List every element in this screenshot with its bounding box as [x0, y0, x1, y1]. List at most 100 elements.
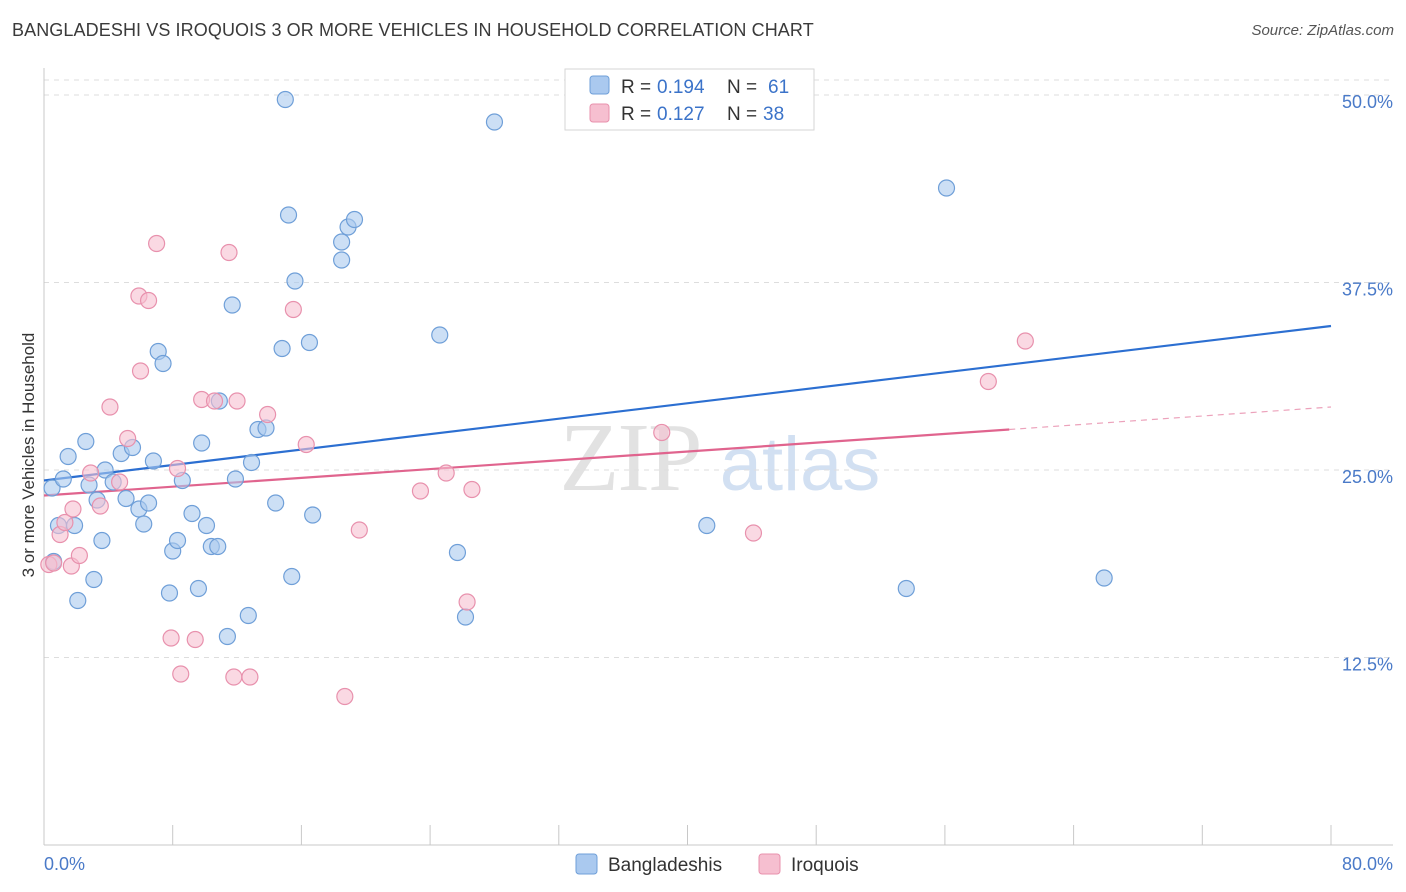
x-tick-label-1: 80.0%	[1342, 854, 1393, 874]
point-iroquois-25	[241, 668, 259, 686]
source-credit: Source: ZipAtlas.com	[1251, 22, 1394, 39]
point-iroquois-21	[205, 392, 224, 410]
y-tick-label-0: 12.5%	[1342, 655, 1393, 675]
point-iroquois-26	[259, 405, 277, 424]
point-iroquois-16	[162, 629, 180, 647]
point-iroquois-23	[225, 668, 243, 686]
point-bangladeshis-54	[448, 543, 467, 562]
trendline-extension-iroquois	[1009, 406, 1332, 431]
point-bangladeshis-28	[189, 579, 208, 598]
point-iroquois-35	[653, 423, 671, 442]
bottom-legend-swatch-bangladeshis	[575, 853, 598, 875]
point-iroquois-34	[463, 480, 481, 499]
point-iroquois-6	[70, 546, 88, 565]
point-bangladeshis-55	[456, 608, 475, 626]
legend-n-label-2: N =	[727, 104, 757, 125]
point-bangladeshis-50	[333, 251, 351, 269]
point-bangladeshis-22	[154, 354, 172, 373]
point-bangladeshis-59	[937, 179, 956, 197]
point-bangladeshis-49	[333, 233, 351, 251]
data-points	[40, 90, 1113, 706]
point-bangladeshis-52	[345, 210, 364, 229]
point-iroquois-22	[220, 243, 238, 262]
point-bangladeshis-37	[239, 606, 257, 625]
bottom-legend: Bangladeshis Iroquois	[575, 853, 859, 876]
point-bangladeshis-25	[168, 531, 187, 550]
point-iroquois-32	[437, 464, 455, 482]
point-iroquois-10	[111, 473, 129, 491]
legend-n-value-2: 38	[763, 104, 784, 125]
point-bangladeshis-45	[283, 567, 301, 586]
point-iroquois-24	[228, 392, 246, 410]
point-iroquois-1	[45, 554, 63, 572]
point-bangladeshis-46	[286, 272, 304, 290]
point-iroquois-5	[64, 500, 82, 518]
bottom-legend-label-iroquois: Iroquois	[791, 855, 859, 876]
point-iroquois-9	[101, 398, 119, 416]
point-iroquois-3	[56, 513, 74, 532]
point-bangladeshis-11	[93, 531, 111, 550]
y-axis-title: 3 or more Vehicles in Household	[19, 333, 38, 578]
point-bangladeshis-57	[698, 516, 716, 535]
point-bangladeshis-32	[209, 537, 227, 556]
gridlines	[44, 79, 1393, 658]
point-iroquois-30	[350, 521, 368, 539]
point-bangladeshis-30	[197, 516, 216, 535]
point-bangladeshis-19	[139, 494, 158, 512]
legend-swatch-iroquois	[589, 103, 610, 123]
legend-r-label-1: R =	[621, 77, 651, 98]
point-bangladeshis-53	[431, 326, 449, 344]
legend-r-value-2: 0.127	[657, 104, 705, 125]
point-bangladeshis-29	[193, 434, 211, 452]
x-tick-label-0: 0.0%	[44, 854, 85, 874]
point-iroquois-15	[148, 234, 166, 253]
point-bangladeshis-6	[69, 591, 87, 610]
point-bangladeshis-23	[160, 584, 179, 602]
trendline-iroquois	[43, 428, 1010, 497]
point-iroquois-18	[172, 665, 190, 683]
point-bangladeshis-7	[77, 432, 95, 451]
legend-r-value-1: 0.194	[657, 77, 705, 98]
point-iroquois-33	[458, 593, 476, 611]
point-iroquois-29	[336, 687, 354, 706]
legend-swatch-bangladeshis	[589, 75, 610, 95]
point-bangladeshis-36	[226, 470, 245, 488]
point-bangladeshis-58	[897, 579, 915, 598]
tick-labels: 12.5% 25.0% 37.5% 50.0% 0.0% 80.0%	[44, 92, 1393, 874]
point-bangladeshis-18	[135, 515, 153, 533]
point-iroquois-19	[186, 630, 204, 649]
y-tick-label-1: 25.0%	[1342, 467, 1393, 487]
point-bangladeshis-43	[276, 90, 294, 109]
legend-n-label-1: N =	[727, 77, 757, 98]
point-iroquois-7	[82, 464, 100, 482]
point-iroquois-11	[119, 429, 137, 448]
point-bangladeshis-3	[54, 470, 72, 488]
point-iroquois-31	[411, 482, 430, 500]
y-tick-label-3: 50.0%	[1342, 92, 1393, 112]
point-bangladeshis-35	[223, 296, 241, 314]
point-bangladeshis-41	[267, 494, 285, 512]
point-iroquois-13	[131, 362, 150, 380]
point-bangladeshis-34	[218, 627, 236, 646]
bottom-legend-label-bangladeshis: Bangladeshis	[608, 855, 722, 876]
point-iroquois-37	[979, 372, 997, 391]
point-bangladeshis-4	[59, 447, 77, 466]
legend-r-label-2: R =	[621, 104, 651, 125]
point-bangladeshis-27	[183, 504, 201, 523]
point-iroquois-14	[139, 291, 158, 310]
axes	[43, 68, 1393, 846]
point-iroquois-38	[1016, 332, 1034, 350]
point-bangladeshis-47	[300, 333, 319, 352]
point-iroquois-27	[284, 300, 302, 319]
watermark-atlas: atlas	[720, 422, 881, 507]
point-bangladeshis-48	[304, 506, 322, 524]
point-bangladeshis-0	[43, 479, 61, 497]
chart-title: BANGLADESHI VS IROQUOIS 3 OR MORE VEHICL…	[12, 20, 814, 40]
point-iroquois-17	[168, 459, 187, 478]
trendline-bangladeshis	[43, 324, 1332, 482]
point-bangladeshis-42	[273, 339, 291, 358]
legend-box: R = 0.194 N = 61 R = 0.127 N = 38	[564, 68, 815, 131]
point-bangladeshis-44	[279, 206, 298, 224]
point-iroquois-8	[91, 497, 109, 515]
